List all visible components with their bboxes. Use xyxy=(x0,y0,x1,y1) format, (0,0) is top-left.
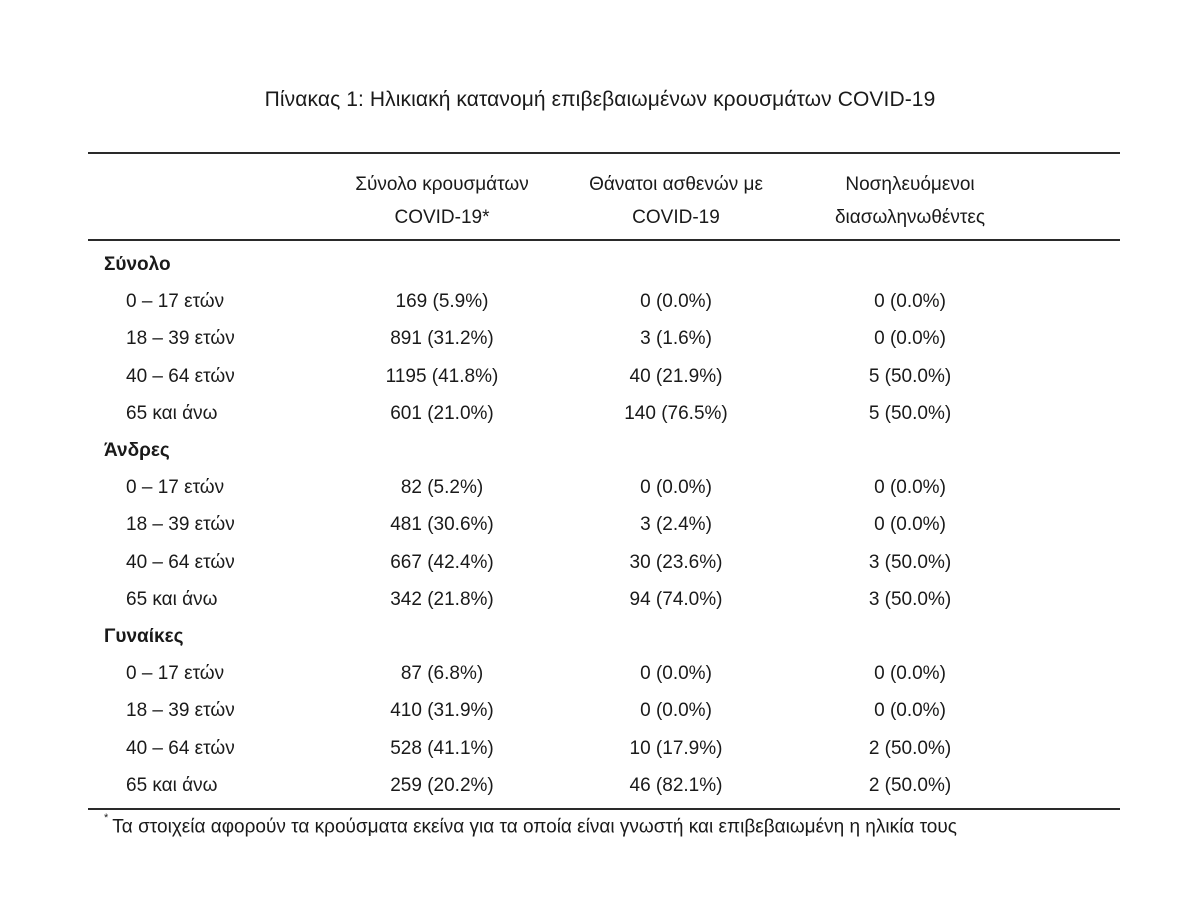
table-row: 40 – 64 ετών 667 (42.4%) 30 (23.6%) 3 (50.0… xyxy=(0,545,1200,581)
deaths-cell: 46 (82.1%) xyxy=(629,774,723,796)
total-cases-cell: 667 (42.4%) xyxy=(390,551,494,573)
column-header-line: COVID-19 xyxy=(632,207,720,228)
table-row: 65 και άνω 342 (21.8%) 94 (74.0%) 3 (50.0%) xyxy=(0,582,1200,618)
age-label: 40 – 64 ετών xyxy=(126,551,235,573)
age-label: 18 – 39 ετών xyxy=(126,514,235,536)
age-label: 0 – 17 ετών xyxy=(126,477,225,499)
column-header-line: Σύνολο κρουσμάτων xyxy=(355,174,529,195)
intubated-cell: 2 (50.0%) xyxy=(868,774,952,796)
table-bottom-rule xyxy=(88,808,1120,810)
group-row: Γυναίκες xyxy=(0,619,1200,655)
total-cases-cell: 259 (20.2%) xyxy=(390,774,494,796)
deaths-cell: 3 (1.6%) xyxy=(640,328,712,350)
group-row: Σύνολο xyxy=(0,247,1200,283)
column-header-total-cases: Σύνολο κρουσμάτων COVID-19* xyxy=(322,168,562,234)
age-label: 40 – 64 ετών xyxy=(126,737,235,759)
column-header-intubated: Νοσηλευόμενοι διασωληνωθέντες xyxy=(790,168,1030,234)
age-label: 40 – 64 ετών xyxy=(126,365,235,387)
group-row: Άνδρες xyxy=(0,433,1200,469)
column-header-line: COVID-19* xyxy=(394,207,490,228)
deaths-cell: 140 (76.5%) xyxy=(624,402,728,424)
deaths-cell: 0 (0.0%) xyxy=(640,663,712,685)
deaths-cell: 10 (17.9%) xyxy=(629,737,723,759)
total-cases-cell: 1195 (41.8%) xyxy=(385,365,499,387)
column-header-line: διασωληνωθέντες xyxy=(834,207,986,228)
total-cases-cell: 528 (41.1%) xyxy=(390,737,494,759)
intubated-cell: 5 (50.0%) xyxy=(868,365,952,387)
age-label: 65 και άνω xyxy=(126,588,218,610)
table-header-rule xyxy=(88,239,1120,241)
age-label: 18 – 39 ετών xyxy=(126,328,235,350)
table-row: 65 και άνω 259 (20.2%) 46 (82.1%) 2 (50.0%) xyxy=(0,768,1200,804)
group-label: Γυναίκες xyxy=(104,626,184,647)
deaths-cell: 0 (0.0%) xyxy=(640,477,712,499)
column-header-line: Νοσηλευόμενοι xyxy=(845,174,975,195)
intubated-cell: 0 (0.0%) xyxy=(874,700,946,722)
table-row: 65 και άνω 601 (21.0%) 140 (76.5%) 5 (50.0%… xyxy=(0,396,1200,432)
intubated-cell: 0 (0.0%) xyxy=(874,663,946,685)
age-label: 18 – 39 ετών xyxy=(126,700,235,722)
deaths-cell: 30 (23.6%) xyxy=(629,551,723,573)
deaths-cell: 0 (0.0%) xyxy=(640,291,712,313)
footnote-marker: * xyxy=(104,812,109,824)
footnote: * Τα στοιχεία αφορούν τα κρούσματα εκείνα… xyxy=(104,812,957,838)
total-cases-cell: 169 (5.9%) xyxy=(395,291,489,313)
table-row: 40 – 64 ετών 528 (41.1%) 10 (17.9%) 2 (50.0… xyxy=(0,731,1200,767)
age-label: 0 – 17 ετών xyxy=(126,663,225,685)
column-header-deaths: Θάνατοι ασθενών με COVID-19 xyxy=(556,168,796,234)
intubated-cell: 3 (50.0%) xyxy=(868,588,952,610)
total-cases-cell: 87 (6.8%) xyxy=(400,663,484,685)
table-row: 40 – 64 ετών 1195 (41.8%) 40 (21.9%) 5 (50.… xyxy=(0,359,1200,395)
total-cases-cell: 891 (31.2%) xyxy=(390,328,494,350)
group-label: Άνδρες xyxy=(104,440,170,461)
age-label: 65 και άνω xyxy=(126,774,218,796)
column-header-line: Θάνατοι ασθενών με xyxy=(589,174,763,195)
table-row: 0 – 17 ετών 87 (6.8%) 0 (0.0%) 0 (0.0%) xyxy=(0,656,1200,692)
deaths-cell: 3 (2.4%) xyxy=(640,514,712,536)
deaths-cell: 40 (21.9%) xyxy=(629,365,723,387)
table-title: Πίνακας 1: Ηλικιακή κατανομή επιβεβαιωμέ… xyxy=(264,88,936,111)
group-label: Σύνολο xyxy=(104,254,171,275)
table-top-rule xyxy=(88,152,1120,154)
intubated-cell: 0 (0.0%) xyxy=(874,291,946,313)
age-label: 0 – 17 ετών xyxy=(126,291,225,313)
table-row: 0 – 17 ετών 169 (5.9%) 0 (0.0%) 0 (0.0%) xyxy=(0,284,1200,320)
intubated-cell: 5 (50.0%) xyxy=(868,402,952,424)
total-cases-cell: 82 (5.2%) xyxy=(400,477,484,499)
table-row: 18 – 39 ετών 891 (31.2%) 3 (1.6%) 0 (0.0%) xyxy=(0,321,1200,357)
total-cases-cell: 342 (21.8%) xyxy=(390,588,494,610)
intubated-cell: 3 (50.0%) xyxy=(868,551,952,573)
deaths-cell: 0 (0.0%) xyxy=(640,700,712,722)
intubated-cell: 2 (50.0%) xyxy=(868,737,952,759)
table-row: 18 – 39 ετών 410 (31.9%) 0 (0.0%) 0 (0.0%) xyxy=(0,693,1200,729)
table-row: 18 – 39 ετών 481 (30.6%) 3 (2.4%) 0 (0.0%) xyxy=(0,507,1200,543)
intubated-cell: 0 (0.0%) xyxy=(874,328,946,350)
total-cases-cell: 410 (31.9%) xyxy=(390,700,494,722)
footnote-text: Τα στοιχεία αφορούν τα κρούσματα εκείνα … xyxy=(112,816,957,838)
intubated-cell: 0 (0.0%) xyxy=(874,477,946,499)
intubated-cell: 0 (0.0%) xyxy=(874,514,946,536)
total-cases-cell: 601 (21.0%) xyxy=(390,402,494,424)
total-cases-cell: 481 (30.6%) xyxy=(390,514,494,536)
table-row: 0 – 17 ετών 82 (5.2%) 0 (0.0%) 0 (0.0%) xyxy=(0,470,1200,506)
deaths-cell: 94 (74.0%) xyxy=(629,588,723,610)
age-label: 65 και άνω xyxy=(126,402,218,424)
